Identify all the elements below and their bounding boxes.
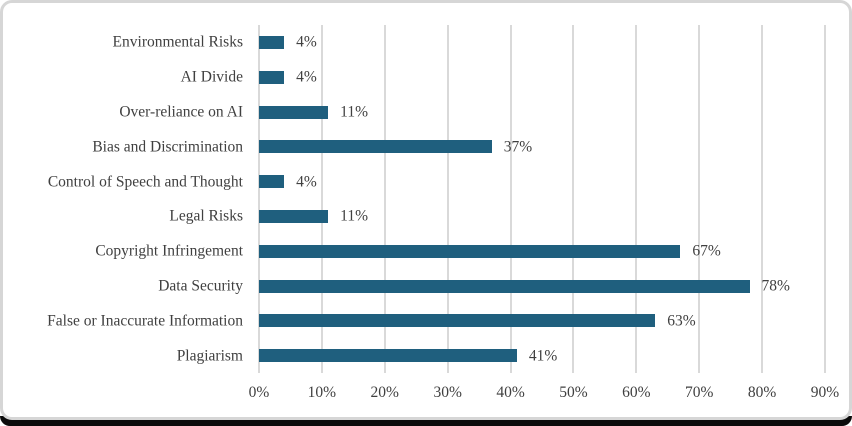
category-label: Over-reliance on AI [119,103,243,121]
bar [259,140,492,154]
bar [259,244,681,258]
x-tick-label: 70% [685,384,714,401]
bar-value-label: 4% [296,33,317,51]
bar-value-label: 37% [503,138,533,156]
x-tick-label: 60% [622,384,651,401]
category-label: Plagiarism [176,346,243,364]
gridline [320,25,323,373]
category-label: Environmental Risks [112,33,243,51]
category-label: Legal Risks [169,207,243,225]
bar [259,314,656,328]
bar-value-label: 67% [692,242,721,260]
gridline [509,25,512,373]
bar [259,279,750,293]
category-label: False or Inaccurate Information [47,312,243,330]
category-label: Copyright Infringement [95,242,243,260]
x-tick-label: 20% [370,384,399,401]
bar-value-label: 4% [296,68,317,86]
bar [259,209,329,223]
x-tick-label: 50% [559,384,588,401]
bar-value-label: 11% [340,207,369,225]
category-label: Control of Speech and Thought [47,172,243,190]
gridline [698,25,701,373]
bar-value-label: 78% [761,277,790,295]
plot-area: 4% 4% 11% 37% 4% 11% 67% 78% 63% 41% [258,25,826,373]
bar-value-label: 41% [528,346,558,364]
bar-value-label: 4% [296,172,317,190]
gridline [258,25,260,373]
bar [259,175,285,189]
x-tick-label: 0% [248,384,270,401]
category-label: AI Divide [180,68,243,86]
bottom-edge-shadow [0,416,852,426]
x-tick-label: 90% [810,384,840,401]
bar-value-label: 11% [340,103,369,121]
gridline [761,25,764,373]
x-tick-label: 40% [496,384,525,401]
x-tick-label: 10% [307,384,337,401]
x-tick-label: 30% [433,384,462,401]
bar [259,35,285,49]
bar [259,70,285,84]
bar [259,349,517,363]
x-tick-label: 80% [747,384,777,401]
category-label: Data Security [158,277,243,295]
x-axis: 0% 10% 20% 30% 40% 50% 60% 70% 80% 90% [249,384,840,407]
gridline [572,25,575,373]
category-axis: Environmental Risks AI Divide Over-relianc… [3,25,251,373]
gridline [446,25,449,373]
gridline [635,25,638,373]
gridline [824,25,826,373]
bar-value-label: 63% [667,312,696,330]
gridline [383,25,386,373]
bar [259,105,329,119]
category-label: Bias and Discrimination [92,138,243,156]
